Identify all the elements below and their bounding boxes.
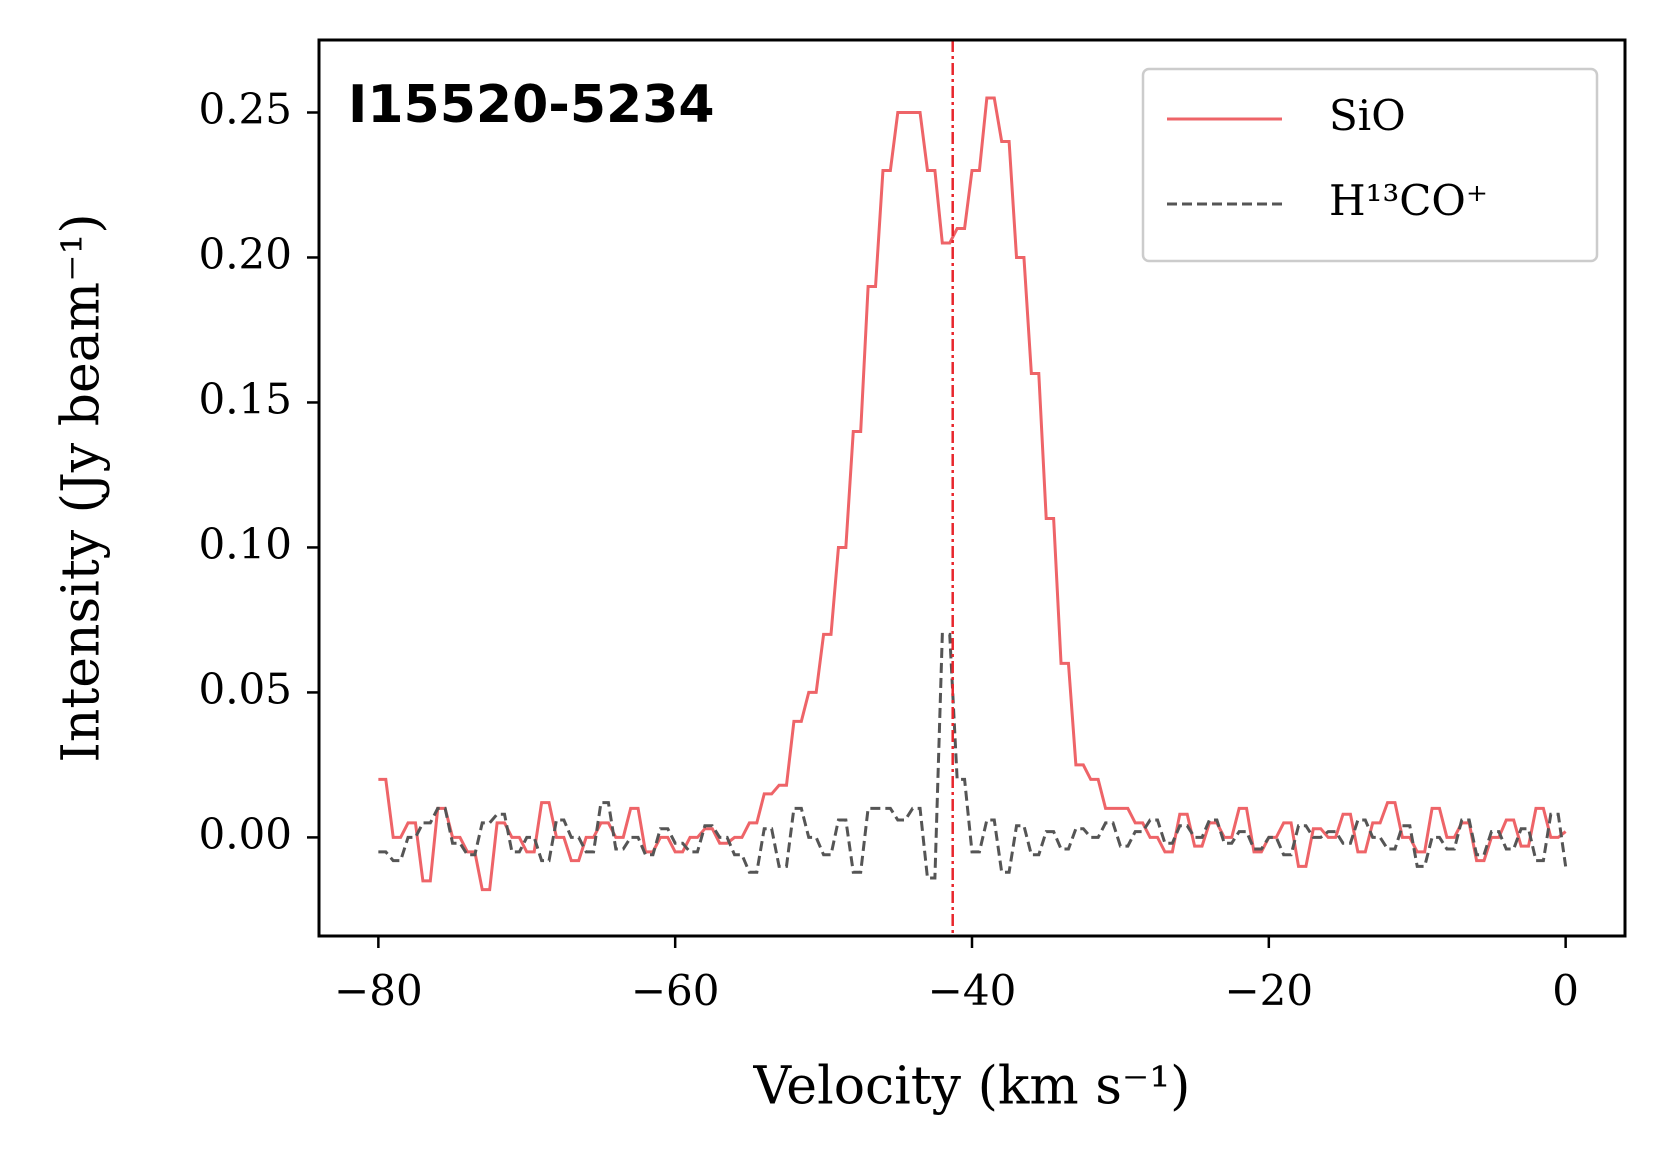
y-tick-label: 0.25 (198, 84, 292, 133)
x-tick-label: −80 (334, 966, 423, 1015)
y-tick-label: 0.15 (198, 374, 292, 423)
annotation: I15520-5234 (348, 75, 715, 135)
y-tick-label: 0.00 (198, 809, 292, 858)
x-tick-label: −60 (631, 966, 720, 1015)
legend-label: SiO (1329, 91, 1406, 140)
series-line (378, 96, 1567, 892)
legend-label: H¹³CO⁺ (1329, 176, 1488, 225)
x-tick-label: −20 (1224, 966, 1313, 1015)
series-line (378, 632, 1568, 880)
y-tick-label: 0.10 (198, 519, 292, 568)
y-tick-label: 0.05 (198, 664, 292, 713)
legend-box (1141, 67, 1599, 263)
x-axis-label: Velocity (km s⁻¹) (753, 1057, 1191, 1117)
y-tick-label: 0.20 (198, 229, 292, 278)
y-axis-label: Intensity (Jy beam⁻¹) (52, 213, 112, 762)
x-tick-label: −40 (928, 966, 1017, 1015)
x-tick-label: 0 (1552, 966, 1579, 1015)
plot-frame (317, 38, 1627, 938)
